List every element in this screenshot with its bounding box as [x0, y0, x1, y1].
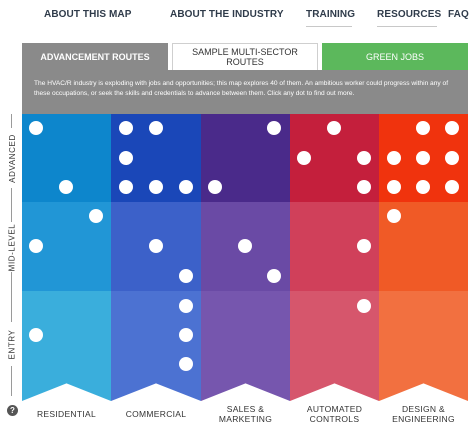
- level-label-mid-level: MID-LEVEL: [7, 223, 17, 271]
- occupation-dot[interactable]: [357, 151, 371, 165]
- occupation-dot[interactable]: [89, 209, 103, 223]
- occupation-grid: [22, 114, 468, 401]
- y-axis-line: [11, 188, 12, 222]
- cell-design-engineering-advanced: [379, 114, 468, 202]
- cell-design-engineering-mid-level: [379, 202, 468, 291]
- y-axis-line: [11, 366, 12, 396]
- cell-design-engineering-entry: [379, 291, 468, 401]
- cell-sales-marketing-entry: [201, 291, 290, 401]
- occupation-dot[interactable]: [149, 239, 163, 253]
- cell-residential-advanced: [22, 114, 111, 202]
- occupation-dot[interactable]: [445, 121, 459, 135]
- cell-automated-controls-entry: [290, 291, 379, 401]
- occupation-dot[interactable]: [149, 121, 163, 135]
- occupation-dot[interactable]: [208, 180, 222, 194]
- cell-automated-controls-advanced: [290, 114, 379, 202]
- occupation-dot[interactable]: [179, 269, 193, 283]
- tab-sample-multi-sector-routes[interactable]: SAMPLE MULTI-SECTOR ROUTES: [172, 43, 318, 70]
- nav-about-this-map[interactable]: ABOUT THIS MAP: [44, 9, 132, 20]
- y-axis-line: [11, 272, 12, 322]
- level-label-advanced: ADVANCED: [7, 133, 17, 183]
- column-label-sales-marketing: SALES & MARKETING: [218, 404, 273, 424]
- tab-advancement-routes[interactable]: ADVANCEMENT ROUTES: [22, 43, 168, 70]
- occupation-dot[interactable]: [445, 180, 459, 194]
- column-label-design-engineering: DESIGN & ENGINEERING: [392, 404, 455, 424]
- occupation-dot[interactable]: [357, 180, 371, 194]
- nav-training-underline: [306, 26, 352, 27]
- intro-panel: The HVAC/R industry is exploding with jo…: [22, 70, 468, 114]
- nav-resources-underline: [377, 26, 437, 27]
- tab-sample-label: SAMPLE MULTI-SECTOR ROUTES: [192, 47, 298, 67]
- intro-text: The HVAC/R industry is exploding with jo…: [34, 80, 449, 97]
- occupation-dot[interactable]: [179, 328, 193, 342]
- cell-automated-controls-mid-level: [290, 202, 379, 291]
- occupation-dot[interactable]: [267, 269, 281, 283]
- occupation-dot[interactable]: [297, 151, 311, 165]
- occupation-dot[interactable]: [119, 121, 133, 135]
- occupation-dot[interactable]: [29, 121, 43, 135]
- occupation-dot[interactable]: [416, 180, 430, 194]
- occupation-dot[interactable]: [357, 299, 371, 313]
- nav-resources[interactable]: RESOURCES: [377, 9, 442, 20]
- level-label-entry: ENTRY: [7, 329, 17, 359]
- y-axis-line: [11, 114, 12, 128]
- question-icon[interactable]: ?: [7, 405, 18, 416]
- occupation-dot[interactable]: [387, 180, 401, 194]
- nav-training[interactable]: TRAINING: [306, 9, 356, 20]
- top-navigation: ABOUT THIS MAP ABOUT THE INDUSTRY TRAINI…: [0, 0, 474, 30]
- nav-about-the-industry[interactable]: ABOUT THE INDUSTRY: [170, 9, 284, 20]
- occupation-dot[interactable]: [445, 151, 459, 165]
- occupation-dot[interactable]: [357, 239, 371, 253]
- occupation-dot[interactable]: [238, 239, 252, 253]
- occupation-dot[interactable]: [29, 328, 43, 342]
- cell-commercial-mid-level: [111, 202, 201, 291]
- nav-faq[interactable]: FAQ: [448, 9, 469, 20]
- occupation-dot[interactable]: [327, 121, 341, 135]
- cell-commercial-entry: [111, 291, 201, 401]
- cell-sales-marketing-advanced: [201, 114, 290, 202]
- occupation-dot[interactable]: [416, 121, 430, 135]
- tab-green-jobs[interactable]: GREEN JOBS: [322, 43, 468, 70]
- cell-residential-entry: [22, 291, 111, 401]
- occupation-dot[interactable]: [149, 180, 163, 194]
- column-label-automated-controls: AUTOMATED CONTROLS: [306, 404, 363, 424]
- occupation-dot[interactable]: [29, 239, 43, 253]
- occupation-dot[interactable]: [59, 180, 73, 194]
- column-label-commercial: COMMERCIAL: [125, 409, 187, 419]
- occupation-dot[interactable]: [267, 121, 281, 135]
- occupation-dot[interactable]: [387, 209, 401, 223]
- occupation-dot[interactable]: [179, 299, 193, 313]
- occupation-dot[interactable]: [179, 357, 193, 371]
- cell-sales-marketing-mid-level: [201, 202, 290, 291]
- cell-residential-mid-level: [22, 202, 111, 291]
- occupation-dot[interactable]: [119, 180, 133, 194]
- cell-commercial-advanced: [111, 114, 201, 202]
- occupation-dot[interactable]: [387, 151, 401, 165]
- occupation-dot[interactable]: [179, 180, 193, 194]
- occupation-dot[interactable]: [416, 151, 430, 165]
- column-label-residential: RESIDENTIAL: [36, 409, 97, 419]
- occupation-dot[interactable]: [119, 151, 133, 165]
